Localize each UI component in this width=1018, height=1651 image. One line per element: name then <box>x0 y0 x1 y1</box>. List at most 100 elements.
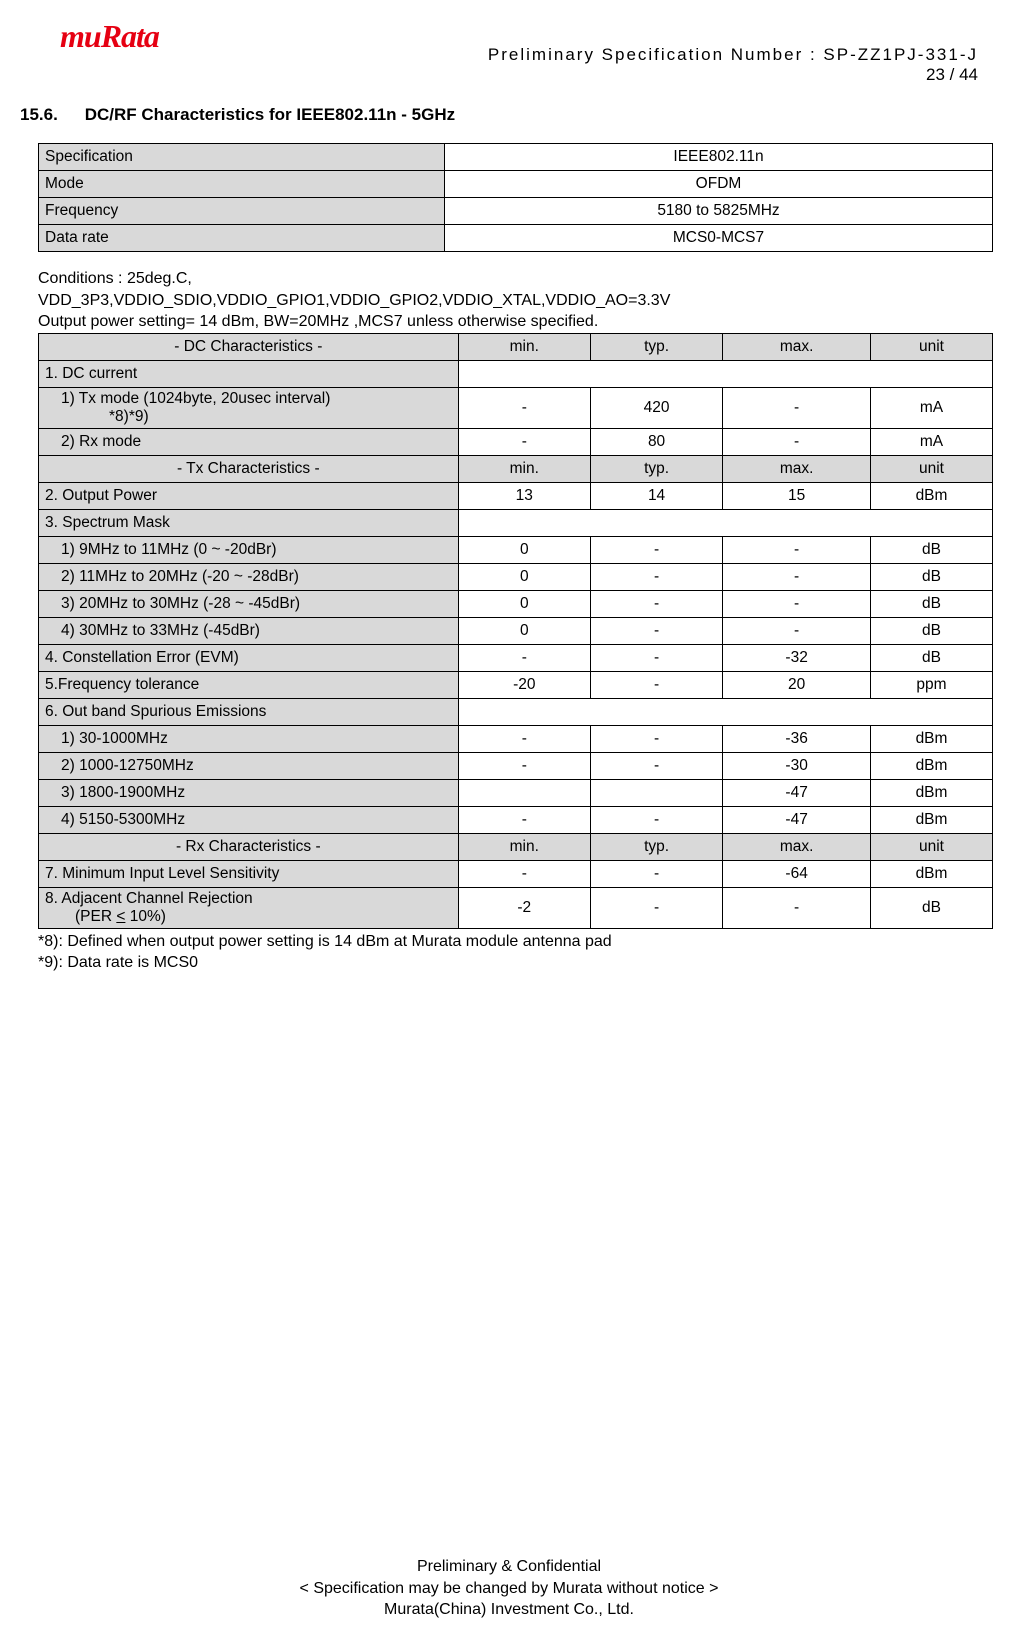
row-label-line: (PER < 10%) <box>45 908 166 925</box>
cell-unit: ppm <box>871 671 993 698</box>
cell-max: - <box>723 590 871 617</box>
col-max: max. <box>723 333 871 360</box>
cell-max: 15 <box>723 482 871 509</box>
footer-line: < Specification may be changed by Murata… <box>0 1578 1018 1600</box>
cell-typ: - <box>590 644 722 671</box>
conditions-line: Output power setting= 14 dBm, BW=20MHz ,… <box>38 311 978 333</box>
table-row: 1) 9MHz to 11MHz (0 ~ -20dBr) 0 - - dB <box>39 536 993 563</box>
summary-value: 5180 to 5825MHz <box>445 198 993 225</box>
cell-typ: - <box>590 563 722 590</box>
table-row: 5.Frequency tolerance -20 - 20 ppm <box>39 671 993 698</box>
empty-cell <box>458 698 992 725</box>
cell-min: - <box>458 806 590 833</box>
cell-min: 0 <box>458 536 590 563</box>
row-label: 2. Output Power <box>39 482 459 509</box>
section-title: 15.6. DC/RF Characteristics for IEEE802.… <box>20 105 978 125</box>
cell-unit: dB <box>871 536 993 563</box>
col-typ: typ. <box>590 333 722 360</box>
cell-min: - <box>458 428 590 455</box>
cell-max: 20 <box>723 671 871 698</box>
table-row: 1. DC current <box>39 360 993 387</box>
cell-min: 13 <box>458 482 590 509</box>
cell-unit: dB <box>871 563 993 590</box>
table-row: 4) 5150-5300MHz - - -47 dBm <box>39 806 993 833</box>
row-label-line: *8)*9) <box>61 408 149 426</box>
cell-unit: dB <box>871 644 993 671</box>
cell-unit: mA <box>871 387 993 428</box>
summary-value: OFDM <box>445 171 993 198</box>
cell-min: - <box>458 725 590 752</box>
section-header-row: - DC Characteristics - min. typ. max. un… <box>39 333 993 360</box>
cell-min: - <box>458 387 590 428</box>
table-row: 3) 20MHz to 30MHz (-28 ~ -45dBr) 0 - - d… <box>39 590 993 617</box>
cell-typ: - <box>590 887 722 928</box>
cell-unit: dB <box>871 887 993 928</box>
table-row: 4) 30MHz to 33MHz (-45dBr) 0 - - dB <box>39 617 993 644</box>
empty-cell <box>458 360 992 387</box>
cell-max: -47 <box>723 806 871 833</box>
summary-label: Data rate <box>39 225 445 252</box>
table-row: 1) Tx mode (1024byte, 20usec interval) *… <box>39 387 993 428</box>
cell-min: 0 <box>458 563 590 590</box>
cell-unit: mA <box>871 428 993 455</box>
footnote: *9): Data rate is MCS0 <box>38 952 978 974</box>
cell-min: -20 <box>458 671 590 698</box>
cell-unit: dBm <box>871 860 993 887</box>
row-label: 8. Adjacent Channel Rejection (PER < 10%… <box>39 887 459 928</box>
tx-header-label: - Tx Characteristics - <box>39 455 459 482</box>
dc-header-label: - DC Characteristics - <box>39 333 459 360</box>
table-row: 2) 11MHz to 20MHz (-20 ~ -28dBr) 0 - - d… <box>39 563 993 590</box>
cell-min: 0 <box>458 617 590 644</box>
row-label: 7. Minimum Input Level Sensitivity <box>39 860 459 887</box>
cell-max: - <box>723 617 871 644</box>
table-row: 2) Rx mode - 80 - mA <box>39 428 993 455</box>
row-label: 4) 30MHz to 33MHz (-45dBr) <box>39 617 459 644</box>
footnote: *8): Defined when output power setting i… <box>38 931 978 953</box>
col-unit: unit <box>871 333 993 360</box>
table-row: 7. Minimum Input Level Sensitivity - - -… <box>39 860 993 887</box>
row-label: 1) 30-1000MHz <box>39 725 459 752</box>
cell-min: - <box>458 644 590 671</box>
table-row: Specification IEEE802.11n <box>39 144 993 171</box>
footer-line: Preliminary & Confidential <box>0 1556 1018 1578</box>
col-unit: unit <box>871 455 993 482</box>
cell-typ: - <box>590 806 722 833</box>
conditions-line: Conditions : 25deg.C, <box>38 268 978 290</box>
cell-typ: - <box>590 860 722 887</box>
table-row: 8. Adjacent Channel Rejection (PER < 10%… <box>39 887 993 928</box>
cell-min: -2 <box>458 887 590 928</box>
summary-label: Specification <box>39 144 445 171</box>
section-header-row: - Tx Characteristics - min. typ. max. un… <box>39 455 993 482</box>
row-label: 3) 20MHz to 30MHz (-28 ~ -45dBr) <box>39 590 459 617</box>
page-number: 23 / 44 <box>20 65 978 85</box>
row-label: 3) 1800-1900MHz <box>39 779 459 806</box>
col-max: max. <box>723 833 871 860</box>
cell-unit: dBm <box>871 482 993 509</box>
section-heading: DC/RF Characteristics for IEEE802.11n - … <box>85 105 455 124</box>
cell-min: 0 <box>458 590 590 617</box>
cell-min: - <box>458 860 590 887</box>
table-row: 4. Constellation Error (EVM) - - -32 dB <box>39 644 993 671</box>
summary-table: Specification IEEE802.11n Mode OFDM Freq… <box>38 143 993 252</box>
cell-min <box>458 779 590 806</box>
row-label: 4. Constellation Error (EVM) <box>39 644 459 671</box>
row-label: 4) 5150-5300MHz <box>39 806 459 833</box>
summary-value: IEEE802.11n <box>445 144 993 171</box>
cell-max: -36 <box>723 725 871 752</box>
cell-max: -30 <box>723 752 871 779</box>
cell-typ: 14 <box>590 482 722 509</box>
empty-cell <box>458 509 992 536</box>
cell-max: - <box>723 563 871 590</box>
summary-label: Mode <box>39 171 445 198</box>
section-number: 15.6. <box>20 105 80 125</box>
table-row: 2) 1000-12750MHz - - -30 dBm <box>39 752 993 779</box>
cell-max: -47 <box>723 779 871 806</box>
cell-max: - <box>723 387 871 428</box>
table-row: 3. Spectrum Mask <box>39 509 993 536</box>
col-min: min. <box>458 455 590 482</box>
row-label: 1) Tx mode (1024byte, 20usec interval) *… <box>39 387 459 428</box>
section-header-row: - Rx Characteristics - min. typ. max. un… <box>39 833 993 860</box>
table-row: 6. Out band Spurious Emissions <box>39 698 993 725</box>
cell-max: - <box>723 536 871 563</box>
col-min: min. <box>458 333 590 360</box>
